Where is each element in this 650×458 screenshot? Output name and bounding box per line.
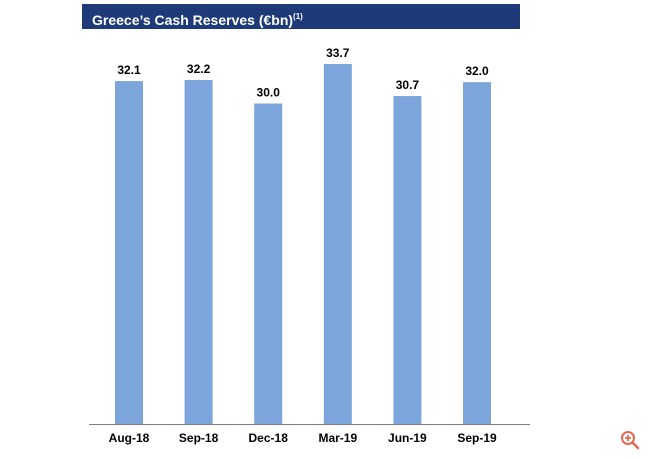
- zoom-in-icon: [621, 431, 640, 450]
- bar-dec-18: [254, 103, 283, 425]
- bar-aug-18: [115, 81, 143, 425]
- data-label-aug-18: 32.1: [117, 63, 141, 77]
- bar-sep-19: [463, 82, 491, 424]
- data-label-sep-18: 32.2: [187, 62, 211, 76]
- bar-mar-19: [323, 64, 352, 424]
- data-label-dec-18: 30.0: [257, 86, 281, 100]
- zoom-button[interactable]: [620, 430, 640, 450]
- data-label-jun-19: 30.7: [396, 78, 420, 92]
- x-tick-label-dec-18: Dec-18: [249, 431, 289, 445]
- bar-sep-18: [184, 80, 213, 424]
- data-label-mar-19: 33.7: [326, 46, 350, 60]
- chart-title: Greece’s Cash Reserves (€bn): [92, 12, 294, 28]
- x-tick-label-jun-19: Jun-19: [388, 431, 427, 445]
- x-tick-label-aug-18: Aug-18: [109, 431, 150, 445]
- x-tick-label-sep-18: Sep-18: [179, 431, 219, 445]
- chart-title-banner: Greece’s Cash Reserves (€bn)(1): [82, 4, 520, 29]
- chart-title-footnote: (1): [293, 12, 303, 21]
- data-label-sep-19: 32.0: [465, 64, 489, 78]
- x-tick-label-mar-19: Mar-19: [318, 431, 357, 445]
- bar-jun-19: [393, 96, 422, 424]
- x-tick-label-sep-19: Sep-19: [457, 431, 497, 445]
